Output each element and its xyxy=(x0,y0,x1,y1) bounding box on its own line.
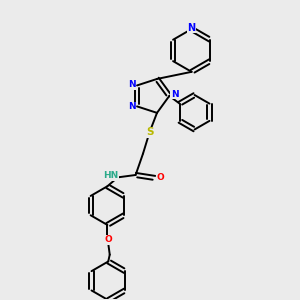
Text: O: O xyxy=(156,173,164,182)
Text: HN: HN xyxy=(103,171,119,180)
Text: O: O xyxy=(104,235,112,244)
Text: N: N xyxy=(171,90,178,99)
Text: S: S xyxy=(146,127,153,137)
Text: N: N xyxy=(128,103,136,112)
Text: N: N xyxy=(188,22,196,32)
Text: N: N xyxy=(128,80,136,89)
